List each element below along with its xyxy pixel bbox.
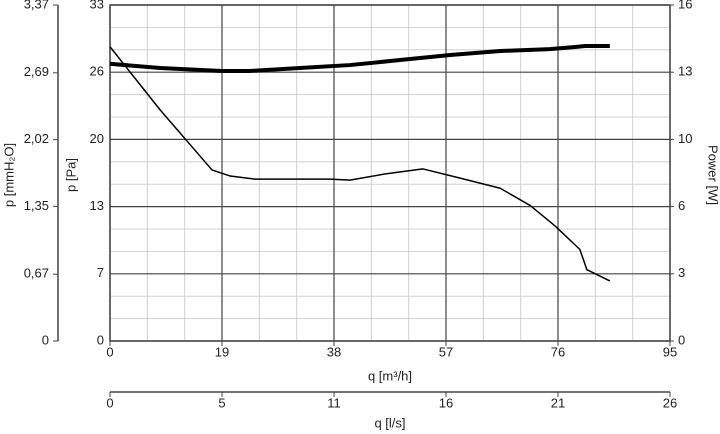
x-tick-label: 0 [106,344,113,359]
x2-tick-label: 26 [663,395,677,410]
y-tick-label: 13 [90,198,104,213]
y3-tick-label: 2,69 [24,64,49,79]
y2-tick-label: 6 [678,198,685,213]
line [109,43,610,73]
plot-frame [109,4,671,342]
x2-tick-label: 11 [327,395,341,410]
y3-tick-label: 2,02 [24,131,49,146]
y-tick-label: 33 [90,0,104,11]
x2-tick-label: 0 [106,395,113,410]
y2-tick-label: 10 [678,131,692,146]
x-tick-label: 57 [439,344,453,359]
line [109,46,611,282]
y-tick-label: 0 [97,332,104,347]
x2-tick-label: 16 [439,395,453,410]
x2-tick-label: 21 [551,395,565,410]
y3-tick-label: 0 [42,332,49,347]
y2-tick-label: 0 [678,332,685,347]
x2-axis-title: q [l/s] [374,415,405,430]
y2-tick-label: 3 [678,265,685,280]
x-tick-label: 38 [327,344,341,359]
x-axis-title: q [m³/h] [368,368,412,383]
x-tick-label: 76 [551,344,565,359]
x2-tick-label: 5 [218,395,225,410]
y2-tick-label: 16 [678,0,692,11]
y-tick-label: 20 [90,131,104,146]
y2-tick-label: 13 [678,64,692,79]
y2-axis-title: Power [W] [706,145,720,205]
y3-tick-label: 3,37 [24,0,49,11]
y3-tick-label: 0,67 [24,266,49,281]
x-tick-label: 19 [215,344,229,359]
y-tick-label: 26 [90,64,104,79]
y3-axis-title: p [mmH₂O] [1,143,16,207]
y3-tick-label: 1,35 [24,198,49,213]
y-tick-label: 7 [97,265,104,280]
y-axis-title: p [Pa] [63,158,78,192]
x-tick-label: 95 [663,344,677,359]
